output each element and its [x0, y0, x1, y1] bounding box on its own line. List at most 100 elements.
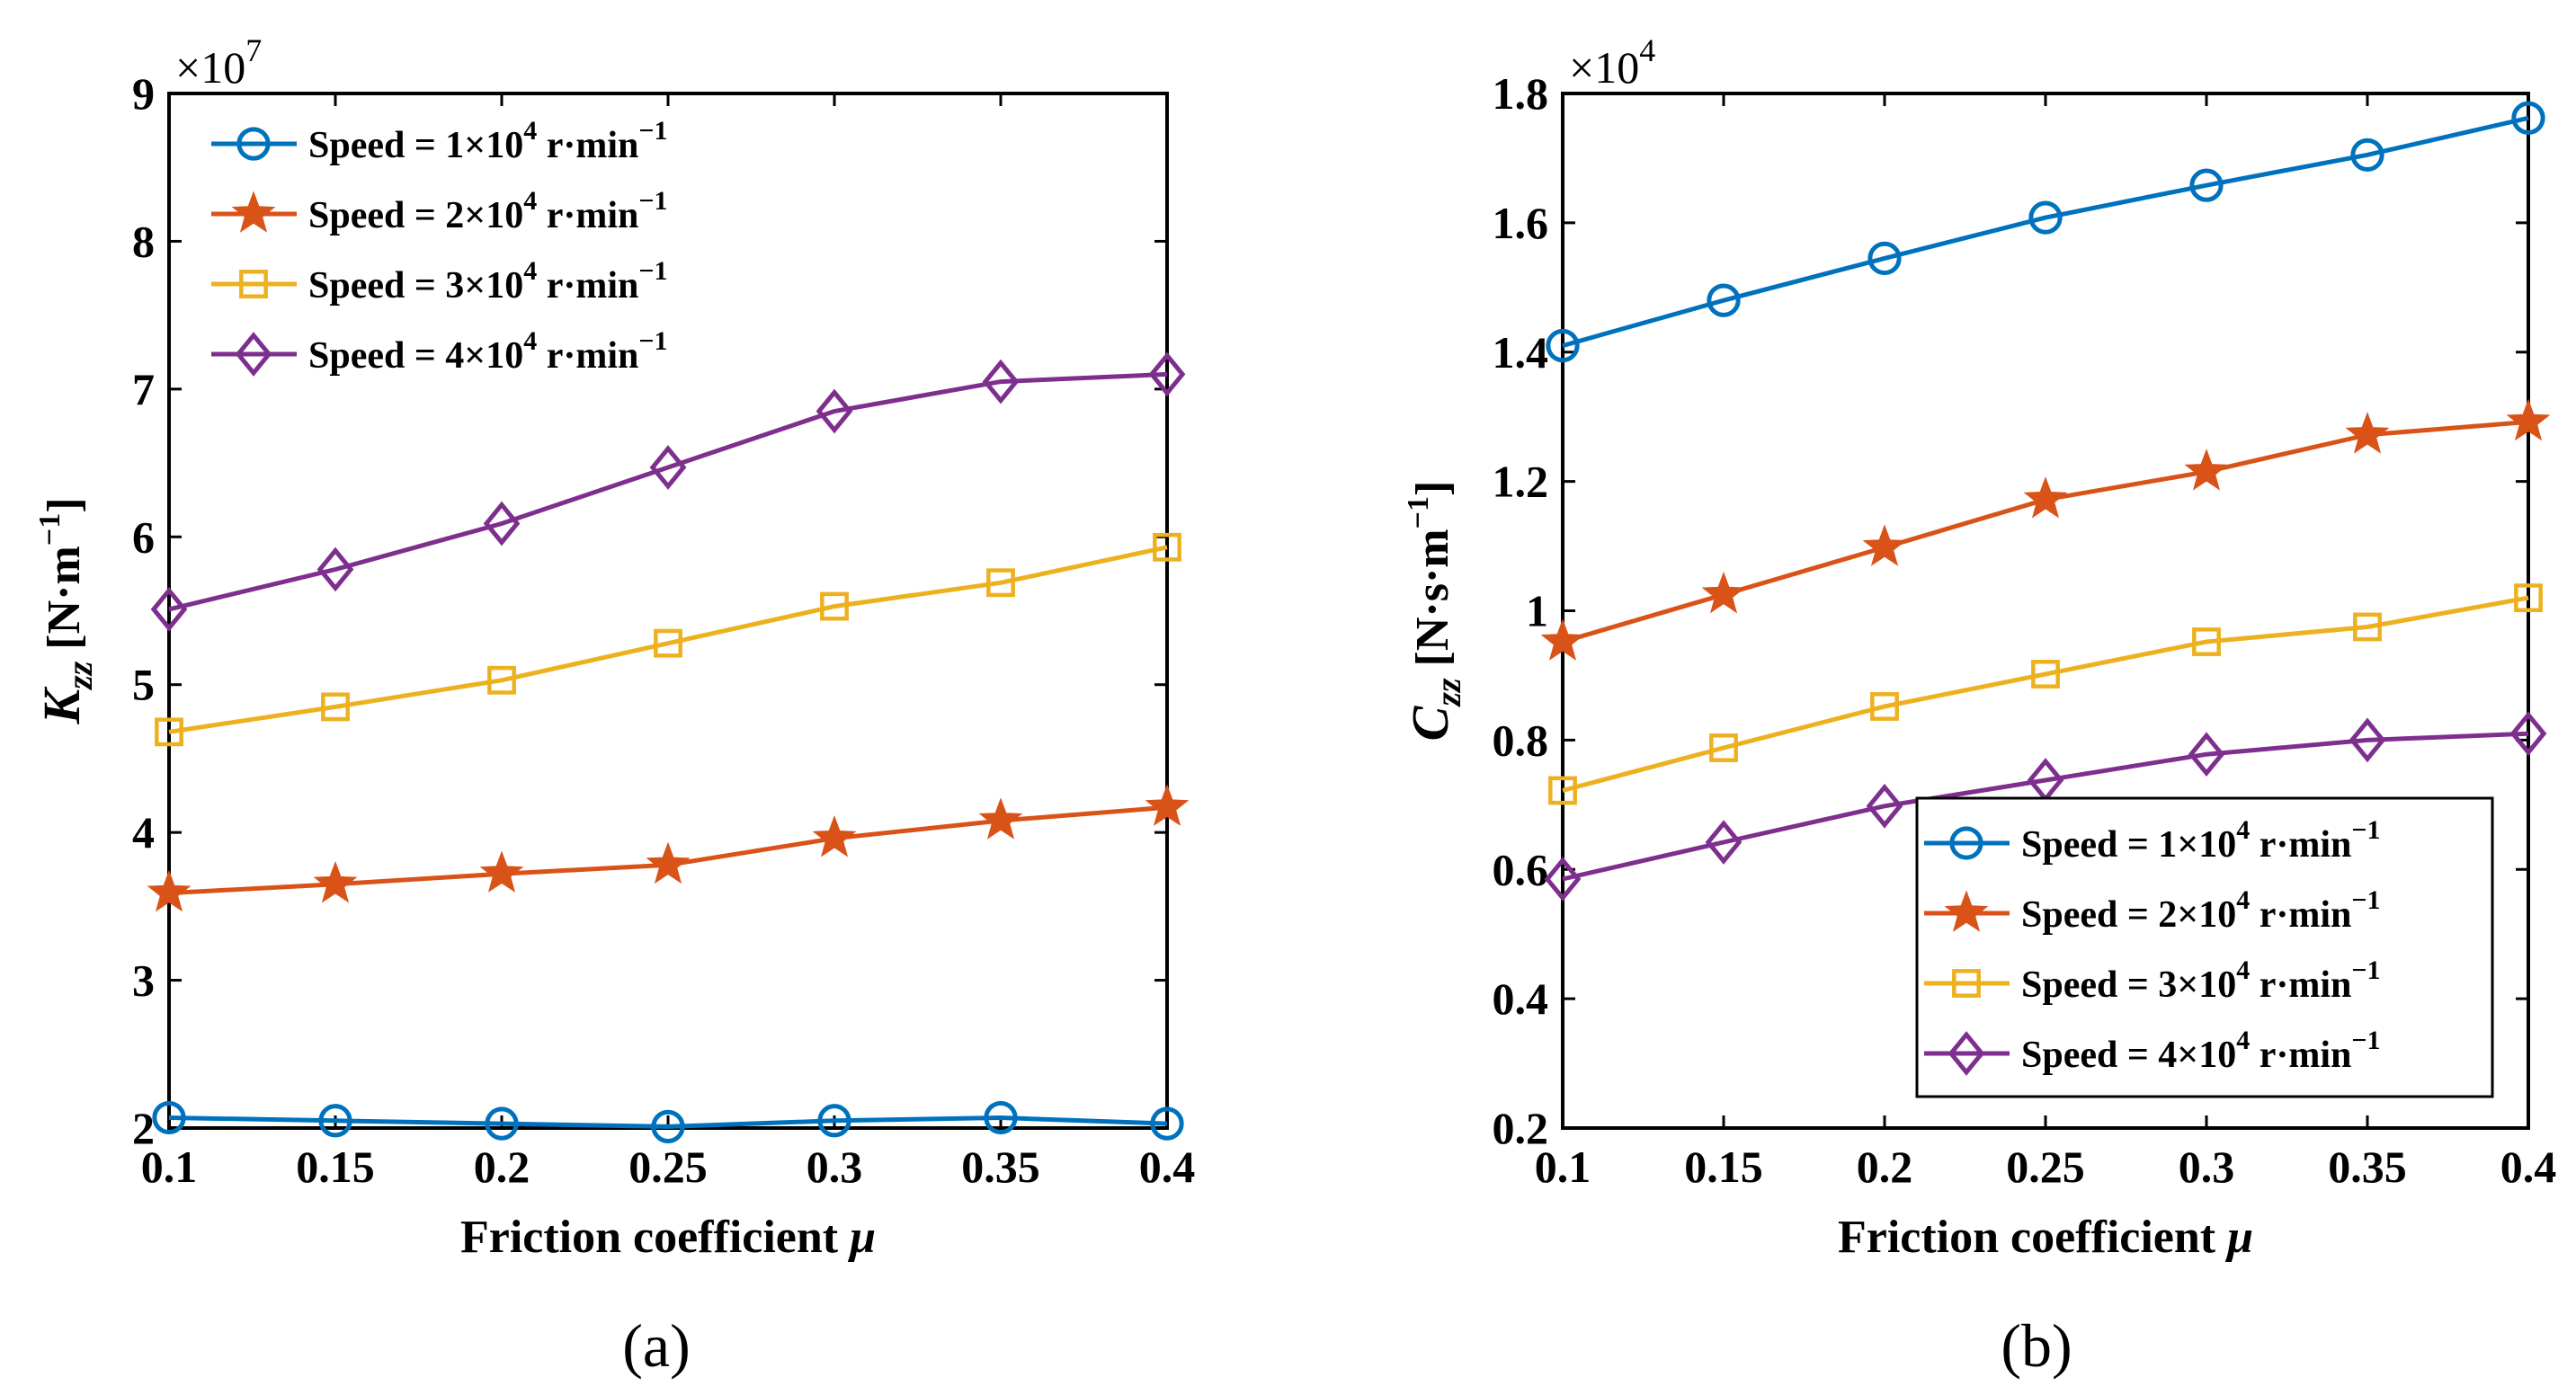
series-line [168, 371, 1168, 612]
x-tick-label: 0.25 [2006, 1142, 2085, 1192]
y-tick-label: 1.8 [1493, 68, 1549, 119]
data-point [2353, 612, 2382, 642]
data-point [812, 815, 857, 857]
series-3 [1548, 583, 2543, 805]
data-point [147, 869, 192, 912]
y-tick-label: 1.4 [1493, 327, 1549, 378]
y-multiplier: ×107 [175, 32, 262, 93]
data-point [1540, 618, 1585, 661]
panel-caption: (a) [622, 1311, 690, 1380]
series-line [1562, 595, 2529, 793]
y-axis-label: Czz [N·s·m−1] [1401, 481, 1468, 742]
data-point [152, 1100, 186, 1135]
data-point [2349, 717, 2386, 763]
data-point [150, 587, 188, 632]
data-point [1707, 283, 1741, 317]
data-point [2345, 412, 2390, 454]
data-point [2023, 476, 2068, 519]
data-point [820, 591, 849, 621]
y-tick-label: 0.4 [1493, 973, 1549, 1024]
y-tick-label: 0.8 [1493, 715, 1549, 765]
series-2 [147, 784, 1190, 912]
data-point [487, 665, 516, 695]
data-point [1866, 783, 1903, 829]
x-tick-label: 0.2 [474, 1142, 530, 1192]
y-axis-label: Kzz [N·m−1] [32, 497, 100, 724]
data-point [1546, 328, 1580, 363]
data-point [1870, 692, 1899, 721]
data-point [982, 359, 1020, 404]
legend-entry: Speed = 3×104 r·min−1 [308, 256, 668, 307]
y-tick-label: 1.6 [1493, 198, 1549, 248]
series-line [1562, 731, 2529, 882]
data-point [2189, 168, 2224, 202]
legend-marker [1948, 1031, 1985, 1076]
data-point [1709, 733, 1738, 762]
x-tick-label: 0.15 [296, 1142, 375, 1192]
legend-marker [1944, 890, 1989, 932]
x-tick-label: 0.35 [961, 1142, 1040, 1192]
y-tick-label: 3 [132, 955, 155, 1006]
legend-marker [1949, 826, 1983, 860]
y-tick-label: 0.2 [1493, 1103, 1549, 1153]
data-point [817, 1104, 851, 1138]
y-tick-label: 0.6 [1493, 844, 1549, 894]
plot-area [167, 92, 1169, 1130]
legend: Speed = 1×104 r·min−1 Speed = 2×104 r·min… [1915, 796, 2494, 1098]
y-tick-label: 2 [132, 1103, 155, 1153]
x-tick-label: 0.15 [1684, 1142, 1763, 1192]
series-line [1562, 115, 2529, 349]
legend: Speed = 1×104 r·min−1 Speed = 2×104 r·min… [211, 116, 668, 377]
legend-entry: Speed = 1×104 r·min−1 [2021, 815, 2381, 866]
y-tick-label: 5 [132, 660, 155, 710]
series-1 [152, 1100, 1184, 1144]
data-point [1148, 351, 1186, 397]
x-tick-label: 0.4 [1139, 1142, 1196, 1192]
x-tick-label: 0.25 [628, 1142, 708, 1192]
data-point [316, 546, 354, 592]
y-multiplier: ×104 [1569, 32, 1655, 93]
data-point [654, 628, 682, 658]
data-point [1862, 524, 1907, 566]
legend-entry: Speed = 4×104 r·min−1 [308, 326, 668, 377]
legend-marker [1952, 969, 1981, 998]
data-point [978, 797, 1023, 840]
data-point [155, 717, 183, 747]
legend-marker [231, 191, 276, 233]
y-tick-label: 9 [132, 68, 155, 119]
series-4 [1544, 711, 2547, 902]
x-tick-label: 0.3 [2179, 1142, 2235, 1192]
data-point [2028, 200, 2063, 235]
data-point [483, 501, 521, 546]
data-point [1150, 1106, 1184, 1141]
data-point [2188, 732, 2225, 777]
data-point [1548, 776, 1577, 805]
data-point [649, 445, 687, 490]
data-point [2514, 583, 2543, 613]
data-point [1867, 241, 1902, 276]
y-tick-label: 6 [132, 511, 155, 562]
data-point [479, 850, 524, 893]
x-tick-label: 0.35 [2328, 1142, 2407, 1192]
y-tick-label: 4 [132, 807, 155, 857]
legend-entry: Speed = 1×104 r·min−1 [308, 116, 668, 166]
panel-caption: (b) [2001, 1311, 2072, 1380]
data-point [2511, 101, 2545, 135]
y-tick-label: 1.2 [1493, 457, 1549, 507]
series-2 [1540, 398, 2551, 661]
legend-entry: Speed = 2×104 r·min−1 [308, 186, 668, 236]
legend-marker [235, 332, 272, 377]
chart-panel-a: 0.1 0.15 0.2 0.25 0.3 0.35 0.4 2 3 4 5 6 7 8 9 ×107 Fric… [32, 32, 1195, 1380]
data-point [986, 568, 1015, 598]
data-point [816, 388, 853, 434]
series-3 [155, 532, 1181, 747]
data-point [1544, 857, 1582, 902]
data-point [1153, 532, 1181, 562]
data-point [313, 861, 358, 903]
data-point [1705, 820, 1743, 865]
y-tick-label: 1 [1526, 586, 1548, 636]
series-1 [1546, 101, 2545, 363]
legend-entry: Speed = 2×104 r·min−1 [2021, 885, 2381, 936]
series-line [168, 545, 1168, 734]
data-point [2506, 398, 2551, 441]
